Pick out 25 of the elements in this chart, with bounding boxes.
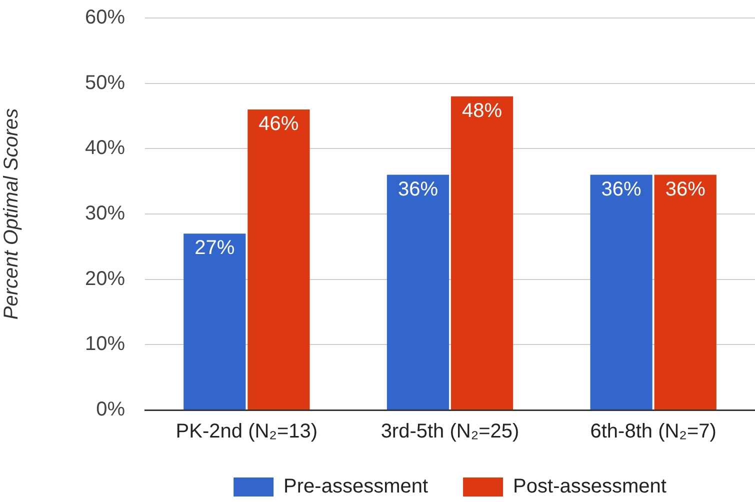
y-tick-label: 0% [96, 398, 126, 421]
bar [590, 174, 652, 410]
x-tick-label: PK-2nd (N₂=13) [176, 420, 318, 443]
bar [386, 174, 450, 410]
data-label: 27% [194, 237, 235, 260]
bar [248, 109, 310, 410]
y-tick-label: 50% [84, 72, 126, 94]
y-tick-label: 20% [84, 268, 126, 290]
data-label: 36% [601, 178, 642, 200]
y-tick-label: 30% [84, 202, 126, 225]
data-label: 36% [398, 178, 438, 200]
data-label: 46% [258, 112, 299, 135]
bar [450, 96, 514, 410]
legend-label: Post-assessment [513, 476, 667, 498]
y-tick-label: 10% [84, 333, 126, 356]
data-label: 36% [665, 178, 706, 200]
x-tick-label: 3rd-5th (N₂=25) [380, 420, 520, 443]
y-tick-label: 60% [84, 6, 126, 29]
legend-label: Pre-assessment [284, 476, 428, 498]
y-axis-title: Percent Optimal Scores [0, 108, 23, 320]
y-tick-label: 40% [84, 137, 126, 160]
data-label: 48% [462, 100, 502, 122]
x-tick-label: 6th-8th (N₂=7) [590, 420, 716, 443]
bar [654, 174, 716, 410]
bar [184, 234, 246, 410]
